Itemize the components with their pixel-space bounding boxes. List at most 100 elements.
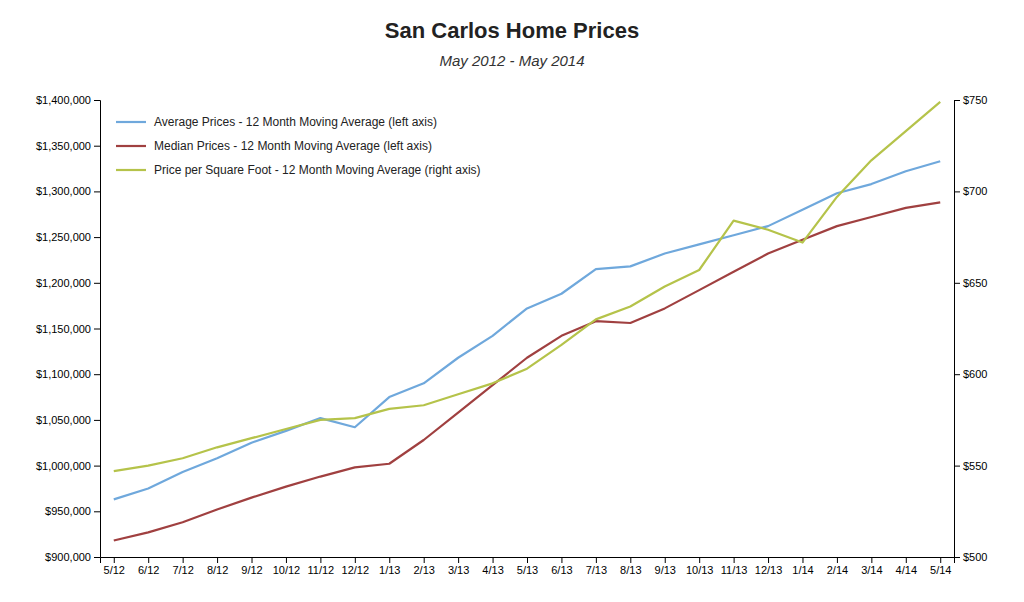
y2-tick-mark — [954, 100, 960, 101]
x-tick-mark — [389, 557, 390, 563]
x-tick-mark — [252, 557, 253, 563]
y-tick-mark — [94, 329, 100, 330]
x-tick-mark — [596, 557, 597, 563]
y-tick: $950,000 — [45, 505, 100, 517]
x-tick: 11/12 — [308, 557, 335, 576]
x-tick-mark — [320, 557, 321, 563]
x-tick: 6/12 — [138, 557, 159, 576]
y2-tick-mark — [954, 283, 960, 284]
x-tick-label: 7/13 — [586, 564, 607, 576]
x-tick-mark — [665, 557, 666, 563]
x-tick: 10/12 — [273, 557, 301, 576]
x-tick: 5/12 — [104, 557, 125, 576]
y-tick: $1,300,000 — [36, 185, 100, 197]
x-tick-label: 4/13 — [482, 564, 503, 576]
x-tick-label: 11/12 — [308, 564, 335, 576]
x-tick: 5/14 — [930, 557, 951, 576]
x-tick-mark — [286, 557, 287, 563]
y2-tick: $550 — [954, 460, 987, 472]
x-tick-label: 8/13 — [620, 564, 641, 576]
y-tick-label: $1,150,000 — [36, 323, 91, 335]
x-tick-label: 1/13 — [379, 564, 400, 576]
subtitle: May 2012 - May 2014 — [439, 52, 584, 69]
x-tick: 2/14 — [827, 557, 848, 576]
y-tick: $900,000 — [45, 551, 100, 563]
y2-tick-label: $500 — [963, 551, 987, 563]
x-tick: 11/13 — [721, 557, 748, 576]
y-tick-mark — [94, 511, 100, 512]
y2-tick-mark — [954, 374, 960, 375]
x-tick-mark — [527, 557, 528, 563]
x-tick-mark — [424, 557, 425, 563]
x-tick: 12/13 — [755, 557, 783, 576]
y-tick-label: $1,400,000 — [36, 94, 91, 106]
x-tick-label: 9/12 — [241, 564, 262, 576]
x-tick: 10/13 — [686, 557, 714, 576]
y2-tick-mark — [954, 466, 960, 467]
x-tick-label: 4/14 — [896, 564, 917, 576]
x-tick-label: 2/13 — [413, 564, 434, 576]
x-tick: 7/13 — [586, 557, 607, 576]
x-tick-mark — [114, 557, 115, 563]
x-tick: 9/12 — [241, 557, 262, 576]
x-tick-label: 5/13 — [517, 564, 538, 576]
x-tick-mark — [871, 557, 872, 563]
x-tick: 9/13 — [655, 557, 676, 576]
y-tick-label: $1,200,000 — [36, 277, 91, 289]
x-tick-label: 9/13 — [655, 564, 676, 576]
legend-item: Price per Square Foot - 12 Month Moving … — [116, 163, 481, 177]
y2-tick: $650 — [954, 277, 987, 289]
y-tick: $1,100,000 — [36, 368, 100, 380]
x-tick: 8/12 — [207, 557, 228, 576]
y2-tick-mark — [954, 557, 960, 558]
y2-tick-label: $550 — [963, 460, 987, 472]
x-tick: 4/13 — [482, 557, 503, 576]
y2-tick-label: $600 — [963, 368, 987, 380]
x-tick-mark — [802, 557, 803, 563]
y-axis: $900,000$950,000$1,000,000$1,050,000$1,1… — [36, 94, 101, 563]
x-tick-label: 11/13 — [721, 564, 748, 576]
y-tick: $1,350,000 — [36, 140, 100, 152]
y2-tick: $600 — [954, 368, 987, 380]
y-tick-label: $1,100,000 — [36, 368, 91, 380]
y2-tick: $700 — [954, 185, 987, 197]
series-line — [114, 161, 940, 499]
title: San Carlos Home Prices — [385, 18, 639, 43]
y-tick-mark — [94, 557, 100, 558]
y2-tick-label: $750 — [963, 94, 987, 106]
x-tick: 6/13 — [551, 557, 572, 576]
x-tick: 8/13 — [620, 557, 641, 576]
x-tick-label: 6/13 — [551, 564, 572, 576]
y-tick: $1,200,000 — [36, 277, 100, 289]
x-tick-mark — [940, 557, 941, 563]
legend-swatch — [116, 121, 146, 123]
series-line — [114, 102, 940, 471]
y-tick-mark — [94, 100, 100, 101]
chart-svg: San Carlos Home Prices May 2012 - May 201… — [0, 0, 1024, 602]
x-tick-mark — [355, 557, 356, 563]
y2-axis: $500 $550 $600 $650 $700 $750 — [954, 94, 987, 563]
y-tick-mark — [94, 237, 100, 238]
y-tick-label: $1,000,000 — [36, 460, 91, 472]
x-tick-label: 12/13 — [755, 564, 783, 576]
legend-label: Average Prices - 12 Month Moving Average… — [154, 115, 437, 129]
legend-swatch — [116, 169, 146, 171]
legend-item: Median Prices - 12 Month Moving Average … — [116, 139, 432, 153]
x-tick: 3/14 — [861, 557, 882, 576]
legend-item: Average Prices - 12 Month Moving Average… — [116, 115, 437, 129]
y-tick-label: $950,000 — [45, 505, 91, 517]
series-line — [114, 202, 940, 540]
x-tick: 4/14 — [896, 557, 917, 576]
y-axis-line — [94, 101, 101, 558]
legend-swatch — [116, 145, 146, 147]
y-tick-mark — [94, 374, 100, 375]
x-tick: 2/13 — [413, 557, 434, 576]
legend-label: Median Prices - 12 Month Moving Average … — [154, 139, 432, 153]
y-tick-label: $1,300,000 — [36, 185, 91, 197]
y-tick: $1,250,000 — [36, 231, 100, 243]
x-tick-mark — [217, 557, 218, 563]
y2-tick-label: $700 — [963, 185, 987, 197]
x-tick-label: 6/12 — [138, 564, 159, 576]
y-tick-label: $1,350,000 — [36, 140, 91, 152]
x-tick-mark — [837, 557, 838, 563]
